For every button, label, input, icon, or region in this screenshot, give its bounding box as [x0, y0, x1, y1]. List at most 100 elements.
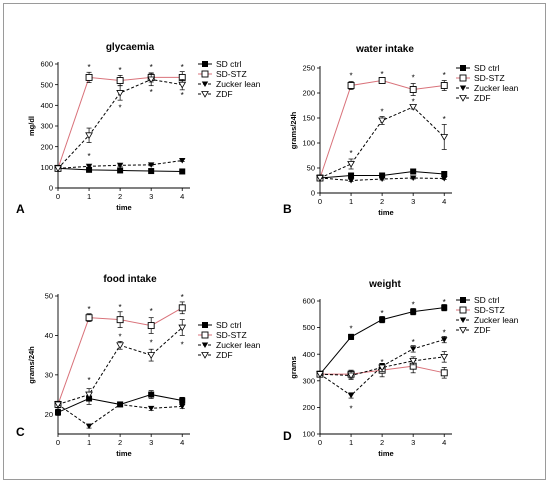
data-point [147, 405, 155, 412]
y-tick-label: 200 [40, 142, 53, 151]
panel-label: B [283, 202, 292, 216]
panel-label: D [283, 429, 292, 443]
y-tick-label: 20 [45, 410, 53, 419]
y-axis-label: grams/24h [289, 111, 298, 149]
significance-asterisk: * [349, 325, 352, 334]
series-sd-stz [316, 77, 448, 182]
x-tick-label: 1 [87, 438, 91, 447]
x-axis-label: time [378, 208, 393, 217]
significance-asterisk: * [87, 305, 90, 314]
data-point [348, 333, 355, 340]
data-point [179, 168, 186, 175]
significance-asterisk: * [150, 307, 153, 316]
data-point [409, 86, 417, 93]
data-point [410, 168, 417, 175]
significance-asterisk: * [412, 301, 415, 310]
legend-entry: Zucker lean [216, 340, 261, 350]
legend-entry: SD ctrl [474, 63, 500, 73]
y-tick-label: 100 [302, 430, 315, 439]
legend-entry: SD-STZ [216, 69, 247, 79]
data-point [179, 403, 186, 410]
data-point [147, 322, 155, 330]
x-tick-label: 1 [349, 438, 353, 447]
significance-asterisk: * [181, 63, 184, 72]
y-tick-label: 250 [302, 64, 315, 73]
y-tick-label: 200 [302, 89, 315, 98]
legend-marker [459, 327, 467, 334]
data-point [117, 167, 124, 174]
chart-title: food intake [103, 274, 157, 285]
legend-entry: Zucker lean [474, 83, 519, 93]
significance-asterisk: * [181, 91, 184, 100]
data-point [54, 401, 62, 409]
legend-entry: SD ctrl [216, 59, 242, 69]
legend-marker [202, 322, 208, 328]
panel-label: A [16, 202, 25, 216]
x-tick-label: 0 [318, 197, 322, 206]
significance-asterisk: * [381, 358, 384, 367]
y-tick-label: 200 [302, 403, 315, 412]
panel-label: C [16, 425, 25, 439]
data-point [409, 346, 417, 352]
data-point [409, 104, 418, 111]
series-zucker-lean [316, 175, 448, 184]
significance-asterisk: * [349, 404, 352, 413]
data-point [147, 162, 155, 168]
data-point [116, 342, 125, 350]
significance-asterisk: * [87, 152, 90, 161]
legend-marker [202, 61, 208, 67]
data-point [85, 163, 93, 170]
significance-asterisk: * [381, 70, 384, 79]
data-point [441, 337, 448, 343]
data-point [347, 161, 355, 168]
data-point [440, 134, 449, 141]
significance-asterisk: * [119, 103, 122, 112]
series-sd-stz [54, 301, 186, 408]
significance-asterisk: * [349, 149, 352, 158]
data-point [378, 117, 387, 125]
data-point [378, 176, 386, 182]
significance-asterisk: * [443, 71, 446, 80]
data-point [85, 391, 93, 399]
x-axis-label: time [116, 203, 131, 212]
data-point [347, 392, 355, 399]
series-line [319, 79, 445, 179]
x-tick-label: 3 [411, 197, 415, 206]
data-point [316, 175, 324, 182]
legend-marker [201, 81, 209, 87]
significance-asterisk: * [119, 303, 122, 312]
data-point [379, 316, 386, 323]
y-axis-label: grams [289, 356, 298, 379]
y-tick-label: 500 [40, 80, 53, 89]
data-point [409, 357, 418, 365]
data-point [116, 401, 124, 408]
y-tick-label: 400 [302, 350, 315, 359]
legend-marker [201, 331, 209, 339]
data-point [378, 77, 386, 84]
data-point [55, 409, 61, 416]
legend-marker [459, 317, 467, 323]
series-zucker-lean [54, 401, 186, 430]
data-point [409, 175, 417, 181]
data-point [85, 423, 93, 430]
x-axis-label: time [116, 449, 131, 458]
series-zdf [54, 319, 187, 409]
x-tick-label: 0 [318, 438, 322, 447]
series-line [57, 403, 183, 427]
data-point [441, 171, 448, 177]
data-point [441, 304, 448, 311]
significance-asterisk: * [87, 376, 90, 385]
data-point [147, 76, 156, 84]
legend-marker [459, 95, 467, 102]
y-tick-label: 500 [302, 323, 315, 332]
significance-asterisk: * [381, 108, 384, 117]
x-tick-label: 1 [349, 197, 353, 206]
data-point [179, 158, 186, 164]
legend-marker [201, 70, 209, 78]
significance-asterisk: * [443, 329, 446, 338]
series-line [319, 356, 445, 376]
x-tick-label: 2 [118, 192, 122, 201]
data-point [54, 165, 62, 173]
